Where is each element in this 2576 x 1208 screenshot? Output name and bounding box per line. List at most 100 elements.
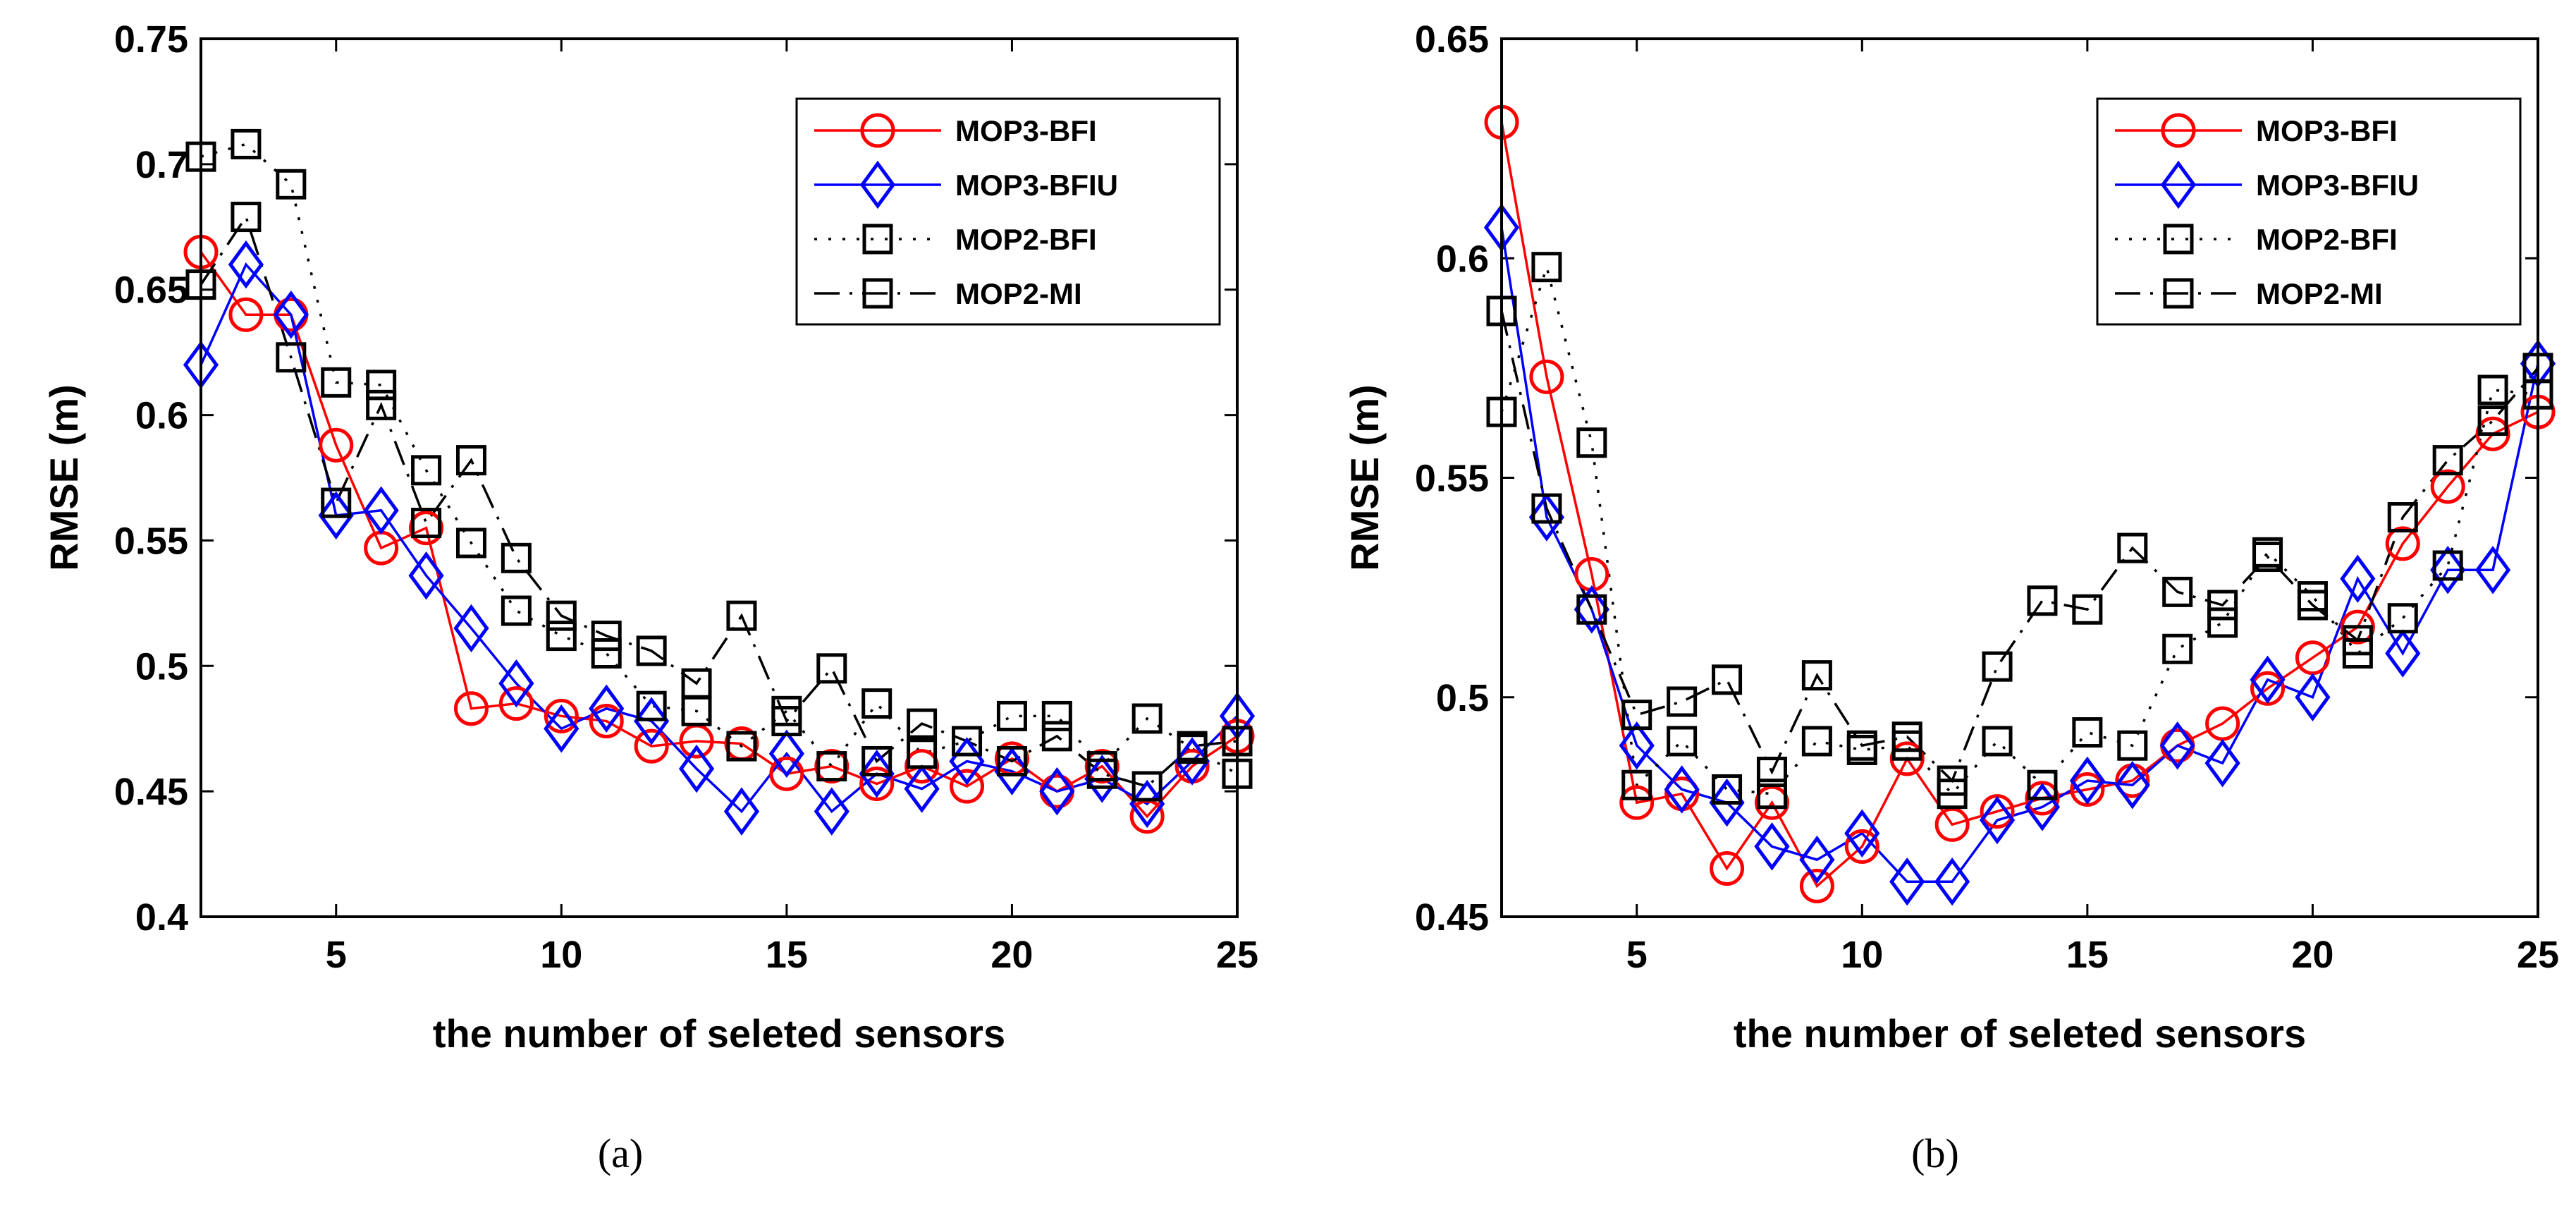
data-point-b-1-14: [2114, 761, 2150, 810]
xtick-label-a: 5: [326, 934, 347, 976]
data-point-a-2-14: [816, 751, 847, 782]
data-point-b-3-16: [2207, 590, 2238, 621]
ytick-label-a: 0.45: [114, 771, 188, 813]
data-point-a-3-6: [455, 445, 486, 476]
data-point-b-0-3: [1619, 785, 1655, 820]
ytick-label-a: 0.4: [135, 896, 188, 939]
data-point-a-2-16: [907, 738, 938, 769]
data-point-b-1-8: [1844, 809, 1880, 858]
legend-marker-b-2: [2163, 224, 2194, 255]
data-point-a-2-19: [1041, 700, 1072, 731]
data-point-b-3-2: [1576, 594, 1607, 625]
data-point-a-3-3: [321, 487, 352, 518]
data-point-b-2-1: [1531, 252, 1562, 283]
data-point-a-2-6: [455, 527, 486, 559]
series-line-a-0: [200, 251, 1238, 819]
data-point-a-3-13: [771, 706, 802, 737]
ytick-label-a: 0.55: [114, 520, 188, 562]
data-point-a-3-22: [1177, 731, 1208, 762]
data-point-a-2-8: [546, 621, 577, 652]
data-point-a-3-5: [411, 508, 442, 539]
legend-label-b-0: MOP3-BFI: [2256, 114, 2398, 147]
data-point-a-3-7: [501, 542, 532, 573]
data-point-a-3-1: [231, 202, 262, 233]
data-point-a-0-7: [498, 686, 534, 721]
data-point-b-1-2: [1574, 585, 1609, 634]
data-point-a-1-12: [723, 787, 760, 836]
ytick-label-b: 0.45: [1415, 896, 1489, 939]
data-point-b-1-22: [2474, 545, 2511, 594]
panel-caption-b: (b): [1911, 1130, 1959, 1176]
data-point-b-3-18: [2297, 590, 2328, 621]
data-point-a-1-13: [768, 729, 804, 779]
data-point-a-2-10: [636, 690, 667, 721]
data-point-b-2-5: [1712, 774, 1743, 805]
data-point-b-1-15: [2159, 721, 2195, 770]
data-point-b-2-6: [1756, 779, 1787, 810]
legend-label-a-3: MOP2-MI: [955, 277, 1082, 310]
data-point-b-3-8: [1846, 730, 1877, 761]
data-point-b-3-19: [2342, 625, 2373, 656]
data-point-b-2-21: [2432, 550, 2463, 581]
data-point-a-1-4: [363, 486, 399, 535]
data-point-b-3-20: [2387, 502, 2418, 533]
data-point-b-1-10: [1934, 857, 1970, 906]
data-point-a-3-16: [907, 708, 938, 739]
data-point-b-0-8: [1844, 829, 1879, 864]
data-point-b-0-17: [2250, 671, 2286, 706]
data-point-a-2-3: [321, 367, 352, 398]
data-point-a-0-8: [544, 698, 579, 733]
chart-panel-b: 0.45 0.5 0.55 0.6 0.65 5 10 15 20 25 the number of…: [1342, 18, 2559, 1176]
data-point-b-3-4: [1667, 686, 1698, 717]
data-point-b-1-18: [2295, 673, 2331, 721]
data-point-a-2-15: [861, 688, 893, 719]
data-point-a-1-16: [904, 764, 940, 813]
data-point-b-3-11: [1982, 651, 2013, 682]
data-point-b-0-7: [1799, 868, 1834, 903]
data-point-b-3-5: [1712, 664, 1743, 695]
data-point-b-3-6: [1756, 757, 1787, 788]
data-point-b-2-20: [2387, 603, 2418, 634]
legend-label-a-0: MOP3-BFI: [955, 114, 1097, 147]
data-point-b-0-12: [2025, 781, 2060, 816]
ytick-label-a: 0.7: [135, 144, 188, 186]
y-axis-label-a: RMSE (m): [42, 384, 86, 571]
legend-marker-a-3: [862, 278, 893, 309]
legend-label-b-3: MOP2-MI: [2256, 277, 2383, 310]
legend-marker-b-1: [2160, 160, 2197, 209]
data-point-a-1-8: [544, 704, 579, 753]
data-point-a-3-9: [591, 621, 622, 652]
xtick-label-b: 20: [2291, 934, 2333, 976]
data-point-b-1-1: [1528, 493, 1565, 542]
data-point-a-3-17: [952, 726, 983, 757]
data-point-a-0-10: [634, 728, 669, 764]
data-point-a-1-3: [318, 491, 354, 540]
data-point-b-1-20: [2385, 629, 2421, 678]
data-point-b-0-10: [1934, 807, 1970, 842]
data-point-a-3-15: [861, 745, 893, 776]
data-point-b-2-2: [1576, 427, 1607, 458]
data-point-b-3-13: [2072, 594, 2103, 625]
xtick-label-b: 25: [2517, 934, 2559, 976]
axes-frame-a: [200, 37, 1239, 918]
data-point-b-3-22: [2477, 405, 2508, 437]
legend-label-b-2: MOP2-BFI: [2256, 223, 2398, 256]
data-point-b-2-16: [2207, 607, 2238, 638]
data-point-a-0-3: [319, 427, 354, 463]
data-point-a-3-19: [1041, 721, 1072, 752]
data-point-b-1-9: [1889, 857, 1925, 906]
data-point-b-2-3: [1621, 769, 1652, 800]
data-point-b-1-17: [2250, 655, 2286, 704]
data-point-a-2-12: [726, 731, 757, 762]
data-point-a-3-18: [996, 745, 1027, 776]
data-point-b-1-3: [1619, 721, 1655, 770]
x-axis-label-b: the number of seleted sensors: [1734, 1011, 2306, 1056]
data-point-b-3-3: [1621, 700, 1652, 731]
data-point-b-3-7: [1801, 660, 1832, 691]
data-point-b-2-4: [1667, 726, 1698, 757]
data-point-b-3-14: [2117, 532, 2148, 563]
data-point-b-1-21: [2430, 545, 2466, 594]
xtick-label-b: 5: [1626, 934, 1648, 976]
data-point-a-3-4: [366, 389, 397, 420]
